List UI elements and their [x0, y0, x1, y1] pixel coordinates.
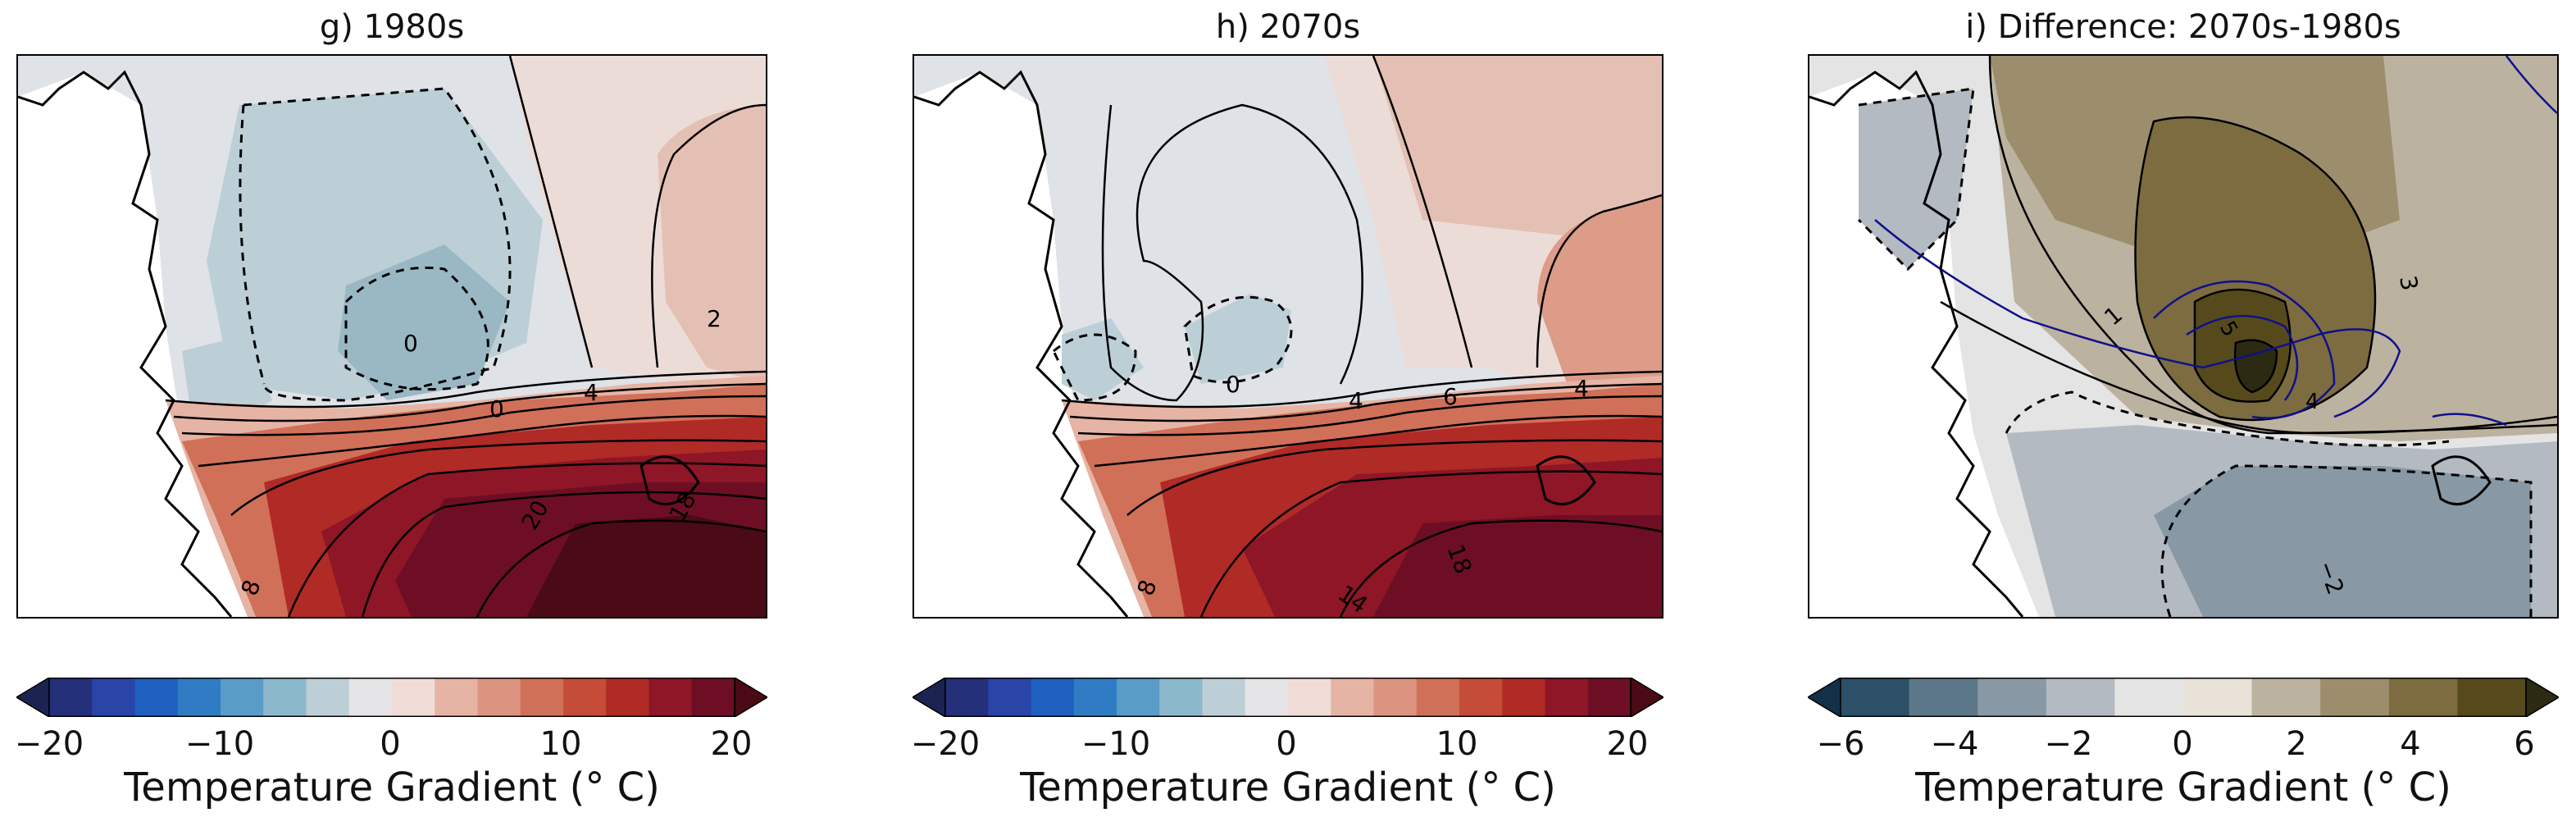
panel-title-i: i) Difference: 2070s-1980s — [1965, 8, 2401, 46]
colorbar-extend-min — [1808, 678, 1841, 717]
colorbar-label-1980s: Temperature Gradient (° C) — [124, 765, 660, 810]
colorbar-segment — [1909, 678, 1978, 717]
colorbar-tick-label: −6 — [1816, 725, 1865, 763]
colorbar-segment — [1159, 678, 1203, 717]
colorbar-segment — [1459, 678, 1503, 717]
colorbar-segment — [1331, 678, 1374, 717]
contour-label: 0 — [403, 330, 418, 357]
contour-label: 4 — [1574, 375, 1589, 402]
colorbar-segment — [988, 678, 1031, 717]
colorbar-tick-label: 20 — [710, 725, 753, 763]
colorbar-extend-max — [2525, 678, 2559, 717]
colorbar-segment — [2183, 678, 2253, 717]
colorbar-extend-max — [734, 678, 767, 717]
colorbar-label-2070s: Temperature Gradient (° C) — [1020, 765, 1556, 810]
colorbar-segment — [1545, 678, 1589, 717]
colorbar-tick-label: 2 — [2286, 725, 2307, 763]
colorbar-segment — [1073, 678, 1117, 717]
colorbar-segment — [2320, 678, 2390, 717]
colorbar-difference — [1808, 678, 2559, 717]
colorbar-segment — [477, 678, 521, 717]
colorbar-segment — [1288, 678, 1331, 717]
colorbar-tick-label: −20 — [910, 725, 981, 763]
colorbar-outline — [944, 678, 1632, 717]
colorbar-tick-label: −10 — [184, 725, 255, 763]
colorbar-tick-label: −4 — [1930, 725, 1979, 763]
colorbar-tick-label: −20 — [14, 725, 84, 763]
colorbar-segment — [1031, 678, 1075, 717]
colorbar-segment — [1117, 678, 1160, 717]
colorbar-segment — [520, 678, 564, 717]
colorbar-tick-label: 10 — [1436, 725, 1478, 763]
colorbar-segment — [92, 678, 135, 717]
colorbar-outline — [1840, 678, 2527, 717]
colorbar-tick-label: 4 — [2400, 725, 2421, 763]
contour-label: 0 — [489, 395, 504, 422]
map-1980s-contours: 2 0 4 0 20 18 8 — [18, 56, 766, 617]
colorbar-segment — [2388, 678, 2458, 717]
colorbar-tick-label: 0 — [1276, 725, 1297, 763]
colorbar-segment — [263, 678, 307, 717]
contour-label: 3 — [2394, 273, 2424, 292]
colorbar-tick-label: 20 — [1606, 725, 1649, 763]
colorbar-1980s — [16, 678, 767, 717]
colorbar-segment — [1587, 678, 1632, 717]
colorbar-segment — [649, 678, 693, 717]
colorbar-segment — [2114, 678, 2184, 717]
contour-label: 4 — [584, 379, 598, 406]
colorbar-segment — [563, 678, 607, 717]
colorbar-segment — [1245, 678, 1289, 717]
map-panel-1980s: 2 0 4 0 20 18 8 — [16, 54, 767, 619]
contour-label: 2 — [707, 305, 721, 332]
panel-title-g: g) 1980s — [319, 8, 465, 46]
contour-label: 6 — [1443, 383, 1458, 410]
map-2070s-contours: 0 4 6 4 14 18 8 — [914, 56, 1662, 617]
colorbar-tick-label: 0 — [2172, 725, 2193, 763]
colorbar-segment — [691, 678, 735, 717]
colorbar-segment — [435, 678, 478, 717]
colorbar-segment — [348, 678, 393, 717]
colorbar-segment — [1416, 678, 1460, 717]
colorbar-segment — [221, 678, 264, 717]
contour-label: 4 — [2305, 390, 2319, 414]
colorbar-segment — [2457, 678, 2527, 717]
colorbar-label-difference: Temperature Gradient (° C) — [1915, 765, 2451, 810]
panel-title-h: h) 2070s — [1215, 8, 1361, 46]
colorbar-tick-label: −2 — [2044, 725, 2093, 763]
colorbar-extend-min — [913, 678, 946, 717]
colorbar-segment — [606, 678, 649, 717]
colorbar-extend-min — [16, 678, 50, 717]
colorbar-segment — [392, 678, 435, 717]
colorbar-segment — [177, 678, 221, 717]
map-difference-contours: 1 3 5 4 −2 — [1809, 56, 2557, 617]
colorbar-segment — [2251, 678, 2321, 717]
colorbar-tick-label: 0 — [380, 725, 401, 763]
colorbar-segment — [1502, 678, 1545, 717]
colorbar-segment — [945, 678, 989, 717]
contour-label: 0 — [1226, 371, 1240, 398]
map-panel-2070s: 0 4 6 4 14 18 8 — [913, 54, 1663, 619]
colorbar-segment — [134, 678, 179, 717]
colorbar-segment — [1202, 678, 1246, 717]
colorbar-extend-max — [1630, 678, 1663, 717]
map-panel-difference: 1 3 5 4 −2 — [1808, 54, 2559, 619]
colorbar-tick-label: 10 — [539, 725, 582, 763]
colorbar-segment — [2046, 678, 2115, 717]
colorbar-outline — [48, 678, 735, 717]
colorbar-segment — [306, 678, 350, 717]
colorbar-segment — [1373, 678, 1418, 717]
colorbar-2070s — [913, 678, 1663, 717]
contour-label: 4 — [1349, 387, 1363, 414]
colorbar-tick-label: 6 — [2514, 725, 2535, 763]
colorbar-segment — [1841, 678, 1910, 717]
colorbar-segment — [1978, 678, 2047, 717]
colorbar-tick-label: −10 — [1081, 725, 1151, 763]
colorbar-segment — [49, 678, 93, 717]
